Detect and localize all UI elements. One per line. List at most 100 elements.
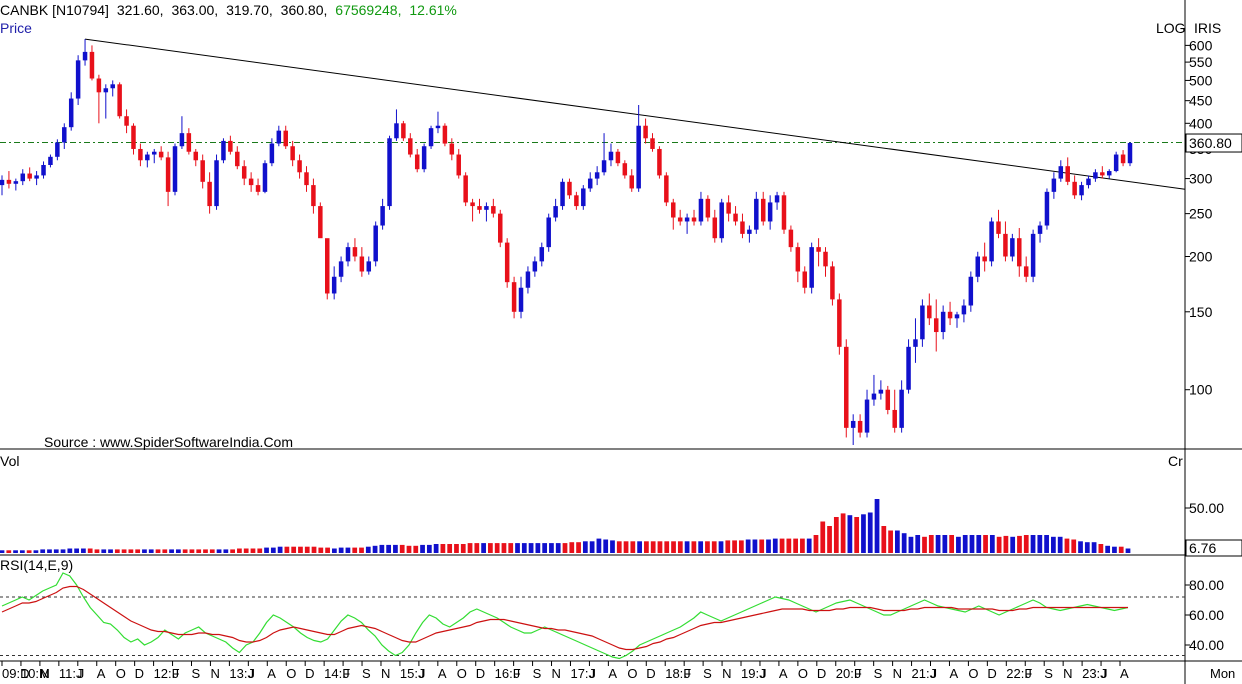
x-tick-label: A	[267, 666, 276, 681]
candle-body	[262, 163, 268, 192]
price-tick-label: 500	[1189, 72, 1213, 88]
x-tick-label: J	[855, 666, 862, 681]
volume-bar	[284, 546, 290, 553]
candle-body	[560, 181, 565, 207]
volume-bar	[1044, 535, 1049, 553]
symbol-label: CANBK [N10794]	[0, 2, 109, 18]
volume-bar	[1051, 536, 1056, 553]
price-tick-label: 550	[1189, 54, 1213, 70]
candle-body	[435, 125, 441, 129]
volume-bar	[582, 541, 588, 553]
volume-bar	[833, 517, 839, 553]
x-tick-label: A	[438, 666, 447, 681]
x-tick-label: O	[627, 666, 637, 681]
candle-body	[809, 247, 814, 288]
volume-bar	[467, 543, 473, 553]
candle-body	[539, 247, 545, 262]
candle-body	[373, 225, 378, 262]
rsi-tick-label: 60.00	[1189, 607, 1224, 623]
volume-bar	[474, 543, 480, 553]
volume-bar	[644, 541, 649, 553]
candle-body	[608, 151, 614, 161]
candle-body	[269, 143, 275, 164]
volume-bar	[0, 550, 5, 553]
candle-body	[1017, 238, 1022, 267]
candle-body	[235, 151, 240, 167]
candle-body	[1072, 181, 1077, 196]
x-tick-label: J	[589, 666, 596, 681]
volume-bar	[589, 541, 595, 553]
last-volume-box	[1185, 539, 1242, 557]
x-tick-label: J	[419, 666, 426, 681]
candle-body	[940, 311, 946, 333]
x-tick-label: 10:M	[21, 666, 50, 681]
candle-body	[712, 217, 718, 239]
volume-bar	[87, 548, 93, 553]
log-label[interactable]: LOG	[1156, 20, 1186, 36]
volume-bar	[379, 544, 385, 553]
candle-body	[698, 198, 704, 222]
volume-bar	[779, 538, 785, 553]
volume-bar	[718, 541, 724, 553]
volume-bar	[874, 499, 880, 553]
iris-label[interactable]: IRIS	[1194, 20, 1222, 36]
candle-body	[1113, 154, 1119, 172]
volume-bar	[114, 549, 120, 553]
volume-bar	[264, 547, 269, 553]
candle-body	[553, 206, 558, 218]
volume-bar	[420, 544, 425, 553]
volume-bar	[223, 549, 229, 553]
volume-bar	[989, 535, 995, 553]
candle-body	[214, 160, 219, 207]
candle-body	[518, 287, 524, 312]
x-tick-label: N	[893, 666, 902, 681]
volume-bar	[1125, 548, 1131, 553]
volume-bar	[657, 541, 663, 553]
trendline	[84, 38, 1186, 190]
x-tick-label: 17:J	[570, 666, 595, 681]
candle-body	[228, 140, 233, 152]
candle-body	[145, 154, 150, 161]
volume-bar	[270, 547, 276, 553]
volume-bar	[1078, 541, 1083, 553]
volume-bar	[81, 548, 86, 553]
volume-bar	[182, 549, 188, 553]
volume-bar	[528, 543, 534, 553]
volume-bar	[26, 550, 32, 553]
candle-body	[837, 299, 842, 347]
x-tick-label: J	[343, 666, 350, 681]
volume-bar	[935, 535, 941, 553]
x-tick-label: S	[703, 666, 712, 681]
volume-bar	[664, 541, 670, 553]
volume-bar	[677, 541, 683, 553]
candle-body	[567, 181, 572, 196]
x-tick-label: S	[874, 666, 883, 681]
candle-body	[733, 213, 738, 222]
candle-body	[760, 198, 766, 222]
candle-body	[498, 213, 503, 243]
candle-body	[408, 138, 413, 155]
candle-body	[1079, 185, 1084, 196]
candle-body	[304, 172, 309, 186]
volume-bar	[121, 549, 127, 553]
candle-body	[1051, 178, 1057, 192]
candle-body	[421, 146, 427, 170]
rsi-tick-label: 80.00	[1189, 577, 1224, 593]
volume-bar	[128, 549, 134, 553]
candle-body	[857, 420, 863, 433]
candle-body	[96, 78, 102, 93]
candle-body	[906, 346, 911, 390]
candle-body	[131, 125, 136, 149]
volume-bar	[243, 548, 249, 553]
candle-body	[830, 266, 835, 300]
volume-bar	[549, 543, 554, 553]
x-axis: 09:D10:MN 11:JJ A O D 12:FJ S N 13:JJ A O D 14:FJ S N 1…	[1, 661, 1235, 681]
volume-bar	[732, 540, 737, 553]
volume-bar	[216, 549, 222, 553]
candle-body	[1058, 166, 1064, 179]
candle-body	[1030, 233, 1036, 277]
candle-body	[165, 157, 171, 192]
candle-body	[103, 88, 109, 93]
candle-body	[747, 229, 752, 234]
rsi-line	[1, 572, 1129, 660]
